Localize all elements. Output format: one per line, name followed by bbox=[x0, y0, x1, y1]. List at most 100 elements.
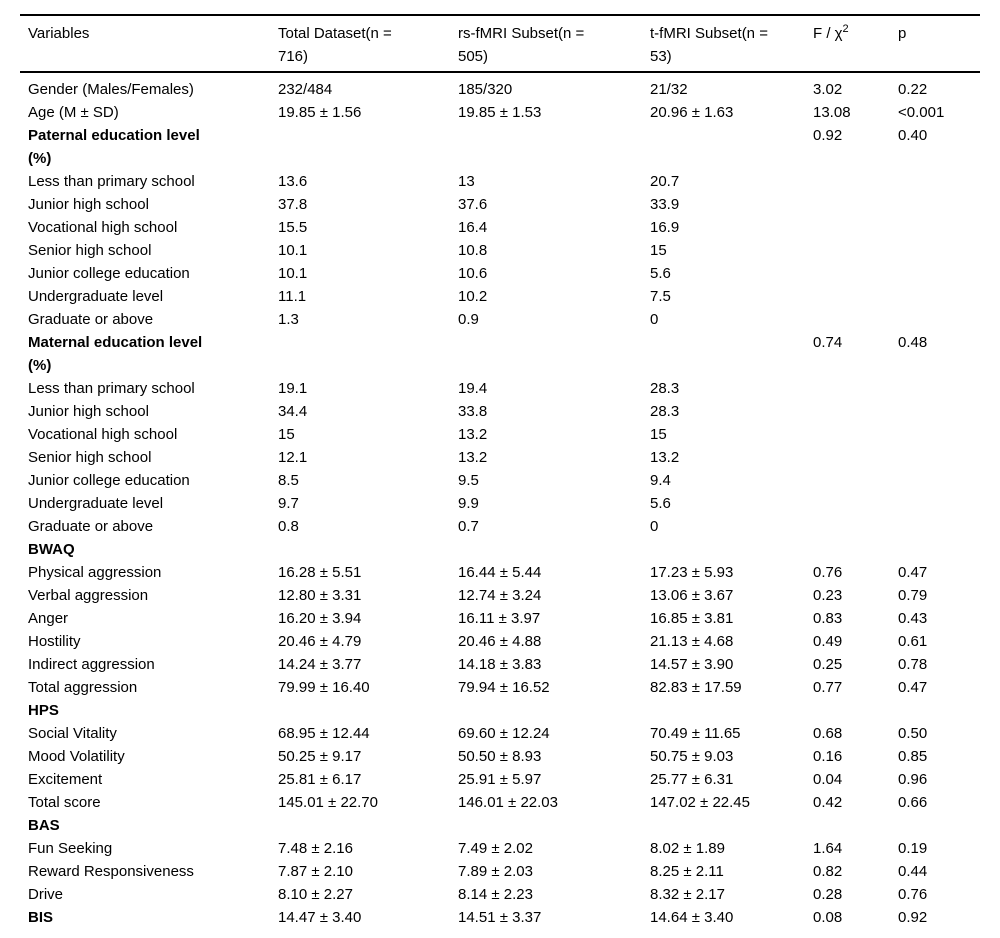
cell-c4: 14.64 ± 3.40 bbox=[650, 909, 734, 926]
row-label-line2: (%) bbox=[28, 150, 52, 167]
cell-c4 bbox=[650, 538, 813, 561]
col-header-label: Variables bbox=[28, 25, 90, 42]
cell-c2: 25.81 ± 6.17 bbox=[278, 771, 362, 788]
row-label-text: Senior high school bbox=[28, 242, 152, 259]
cell-c6: 0.79 bbox=[898, 587, 928, 604]
table-row: Junior high school 34.4 33.8 28.3 bbox=[20, 400, 980, 423]
cell-c2: 10.1 bbox=[278, 242, 308, 259]
cell-c4: 8.02 ± 1.89 bbox=[650, 840, 725, 857]
cell-c5: 3.02 bbox=[813, 81, 843, 98]
cell-c5: 0.04 bbox=[813, 771, 843, 788]
row-label-text: Verbal aggression bbox=[28, 587, 149, 604]
cell-c3 bbox=[458, 814, 650, 837]
row-label-text: Junior college education bbox=[28, 472, 190, 489]
cell-c5 bbox=[813, 239, 898, 262]
cell-c3: 9.5 bbox=[458, 472, 479, 489]
cell-c6 bbox=[898, 469, 980, 492]
cell-c4: 13.2 bbox=[650, 449, 680, 466]
table-row: Total score 145.01 ± 22.70 146.01 ± 22.03 1… bbox=[20, 791, 980, 814]
cell-c4: 16.85 ± 3.81 bbox=[650, 610, 734, 627]
row-label: Undergraduate level bbox=[20, 285, 278, 308]
cell-c3: 37.6 bbox=[458, 196, 488, 213]
cell-c2: 15 bbox=[278, 426, 295, 443]
cell-c4 bbox=[650, 699, 813, 722]
cell-c6: 0.61 bbox=[898, 633, 928, 650]
cell-c4: 50.75 ± 9.03 bbox=[650, 748, 734, 765]
row-label: Junior college education bbox=[20, 469, 278, 492]
row-label-text: Drive bbox=[28, 886, 64, 903]
cell-c2: 7.87 ± 2.10 bbox=[278, 863, 353, 880]
row-label: Junior high school bbox=[20, 400, 278, 423]
cell-c2: 0.8 bbox=[278, 518, 299, 535]
cell-c6 bbox=[898, 262, 980, 285]
col-header-label: Total Dataset(n = bbox=[278, 25, 392, 42]
row-label: Gender (Males/Females) bbox=[20, 72, 278, 101]
cell-c2: 12.1 bbox=[278, 449, 308, 466]
cell-c4: 7.5 bbox=[650, 288, 671, 305]
row-label-text: Less than primary school bbox=[28, 380, 195, 397]
cell-c3: 13.2 bbox=[458, 426, 488, 443]
cell-c5: 0.68 bbox=[813, 725, 843, 742]
row-label-text: HPS bbox=[28, 702, 59, 719]
table-row: Fun Seeking 7.48 ± 2.16 7.49 ± 2.02 8.02 ± … bbox=[20, 837, 980, 860]
cell-c4: 70.49 ± 11.65 bbox=[650, 725, 741, 742]
cell-c5: 0.76 bbox=[813, 564, 843, 581]
row-label-text: Physical aggression bbox=[28, 564, 162, 581]
cell-c4: 21.13 ± 4.68 bbox=[650, 633, 734, 650]
table-body: Gender (Males/Females) 232/484 185/320 21/3… bbox=[20, 72, 980, 929]
cell-c6 bbox=[898, 377, 980, 400]
table-row: Total aggression 79.99 ± 16.40 79.94 ± 16.… bbox=[20, 676, 980, 699]
cell-c3: 50.50 ± 8.93 bbox=[458, 748, 542, 765]
row-label-text: Junior high school bbox=[28, 403, 149, 420]
cell-c6 bbox=[898, 446, 980, 469]
table-row: Reward Responsiveness 7.87 ± 2.10 7.89 ± 2… bbox=[20, 860, 980, 883]
row-label: Paternal education level (%) bbox=[20, 124, 278, 170]
cell-c5 bbox=[813, 377, 898, 400]
table-row: Undergraduate level 11.1 10.2 7.5 bbox=[20, 285, 980, 308]
row-label: Junior high school bbox=[20, 193, 278, 216]
cell-c6: 0.92 bbox=[898, 909, 928, 926]
cell-c6: <0.001 bbox=[898, 104, 945, 121]
cell-c2 bbox=[278, 814, 458, 837]
table-row: Verbal aggression 12.80 ± 3.31 12.74 ± 3.2… bbox=[20, 584, 980, 607]
cell-c5 bbox=[813, 262, 898, 285]
cell-c3: 146.01 ± 22.03 bbox=[458, 794, 558, 811]
cell-c5 bbox=[813, 193, 898, 216]
cell-c2: 14.24 ± 3.77 bbox=[278, 656, 362, 673]
cell-c5: 1.64 bbox=[813, 840, 843, 857]
row-label: Physical aggression bbox=[20, 561, 278, 584]
cell-c6 bbox=[898, 170, 980, 193]
cell-c5: 0.28 bbox=[813, 886, 843, 903]
table-row: BWAQ bbox=[20, 538, 980, 561]
cell-c4: 25.77 ± 6.31 bbox=[650, 771, 734, 788]
cell-c2: 37.8 bbox=[278, 196, 308, 213]
cell-c6: 0.47 bbox=[898, 564, 928, 581]
col-header-tfmri-subset: t-fMRI Subset(n = 53) bbox=[650, 16, 813, 73]
cell-c5 bbox=[813, 699, 898, 722]
cell-c3: 20.46 ± 4.88 bbox=[458, 633, 542, 650]
row-label: Less than primary school bbox=[20, 377, 278, 400]
table-row: Drive 8.10 ± 2.27 8.14 ± 2.23 8.32 ± 2.17 0.… bbox=[20, 883, 980, 906]
table-row: Indirect aggression 14.24 ± 3.77 14.18 ± 3… bbox=[20, 653, 980, 676]
cell-c2 bbox=[278, 699, 458, 722]
cell-c4 bbox=[650, 124, 813, 170]
row-label: Excitement bbox=[20, 768, 278, 791]
cell-c4: 14.57 ± 3.90 bbox=[650, 656, 734, 673]
cell-c2: 50.25 ± 9.17 bbox=[278, 748, 362, 765]
cell-c4: 21/32 bbox=[650, 81, 688, 98]
table-row: Vocational high school 15.5 16.4 16.9 bbox=[20, 216, 980, 239]
table-row: Anger 16.20 ± 3.94 16.11 ± 3.97 16.85 ± 3.8… bbox=[20, 607, 980, 630]
cell-c5: 13.08 bbox=[813, 104, 851, 121]
cell-c4: 15 bbox=[650, 242, 667, 259]
row-label-line2: (%) bbox=[28, 357, 52, 374]
row-label: Senior high school bbox=[20, 239, 278, 262]
cell-c3: 33.8 bbox=[458, 403, 488, 420]
cell-c2: 145.01 ± 22.70 bbox=[278, 794, 378, 811]
cell-c3: 7.49 ± 2.02 bbox=[458, 840, 533, 857]
chi-squared-exponent: 2 bbox=[842, 23, 849, 35]
cell-c4 bbox=[650, 331, 813, 377]
row-label-text: Anger bbox=[28, 610, 69, 627]
cell-c4: 5.6 bbox=[650, 495, 671, 512]
demographics-table-wrap: Variables Total Dataset(n = 716) rs-fMRI… bbox=[20, 14, 980, 938]
table-row: Age (M ± SD) 19.85 ± 1.56 19.85 ± 1.53 20.9… bbox=[20, 101, 980, 124]
